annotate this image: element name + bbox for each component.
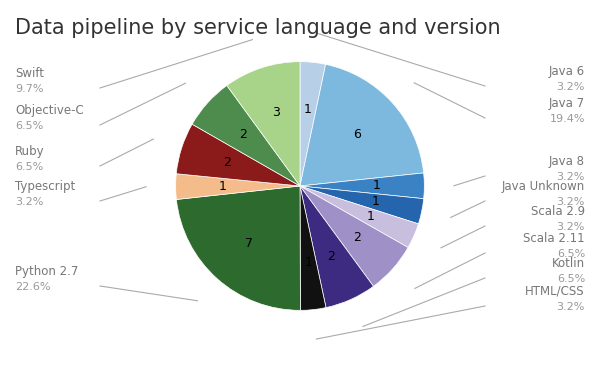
Wedge shape [227,62,300,186]
Text: 2: 2 [353,231,361,244]
Text: 1: 1 [371,195,379,208]
Text: 6.5%: 6.5% [557,249,585,259]
Text: Swift: Swift [15,67,44,80]
Text: 6.5%: 6.5% [557,274,585,284]
Text: Java 8: Java 8 [549,155,585,168]
Text: 3.2%: 3.2% [557,302,585,312]
Wedge shape [176,186,301,310]
Text: Scala 2.9: Scala 2.9 [531,205,585,218]
Wedge shape [300,186,418,247]
Wedge shape [300,62,326,186]
Text: Java 7: Java 7 [549,97,585,110]
Text: 9.7%: 9.7% [15,84,44,94]
Text: Ruby: Ruby [15,145,44,158]
Wedge shape [176,124,300,186]
Text: 6.5%: 6.5% [15,162,43,172]
Text: 1: 1 [367,210,374,223]
Text: 3.2%: 3.2% [557,197,585,207]
Text: 3.2%: 3.2% [15,197,43,207]
Text: 3.2%: 3.2% [557,82,585,92]
Text: Objective-C: Objective-C [15,104,84,117]
Text: HTML/CSS: HTML/CSS [526,285,585,298]
Text: Java 6: Java 6 [549,65,585,78]
Text: 1: 1 [373,179,381,193]
Text: 22.6%: 22.6% [15,282,50,292]
Text: 7: 7 [245,237,253,250]
Text: 3.2%: 3.2% [557,222,585,232]
Wedge shape [300,186,326,310]
Wedge shape [192,85,300,186]
Text: 6.5%: 6.5% [15,121,43,131]
Text: 1: 1 [304,256,312,269]
Text: 3: 3 [272,106,280,119]
Text: 6: 6 [353,128,361,141]
Wedge shape [176,174,300,200]
Text: Typescript: Typescript [15,180,75,193]
Text: 2: 2 [239,128,247,141]
Text: Java Unknown: Java Unknown [502,180,585,193]
Text: 2: 2 [328,250,335,263]
Text: Data pipeline by service language and version: Data pipeline by service language and ve… [15,18,500,38]
Text: 1: 1 [219,180,227,193]
Text: 1: 1 [304,103,312,116]
Text: Scala 2.11: Scala 2.11 [523,232,585,245]
Wedge shape [300,64,424,186]
Wedge shape [300,186,373,308]
Text: 3.2%: 3.2% [557,172,585,182]
Wedge shape [300,186,408,286]
Wedge shape [300,173,424,199]
Text: 2: 2 [223,156,230,169]
Text: Python 2.7: Python 2.7 [15,265,79,278]
Wedge shape [300,186,424,224]
Text: 19.4%: 19.4% [550,114,585,124]
Text: Kotlin: Kotlin [552,257,585,270]
